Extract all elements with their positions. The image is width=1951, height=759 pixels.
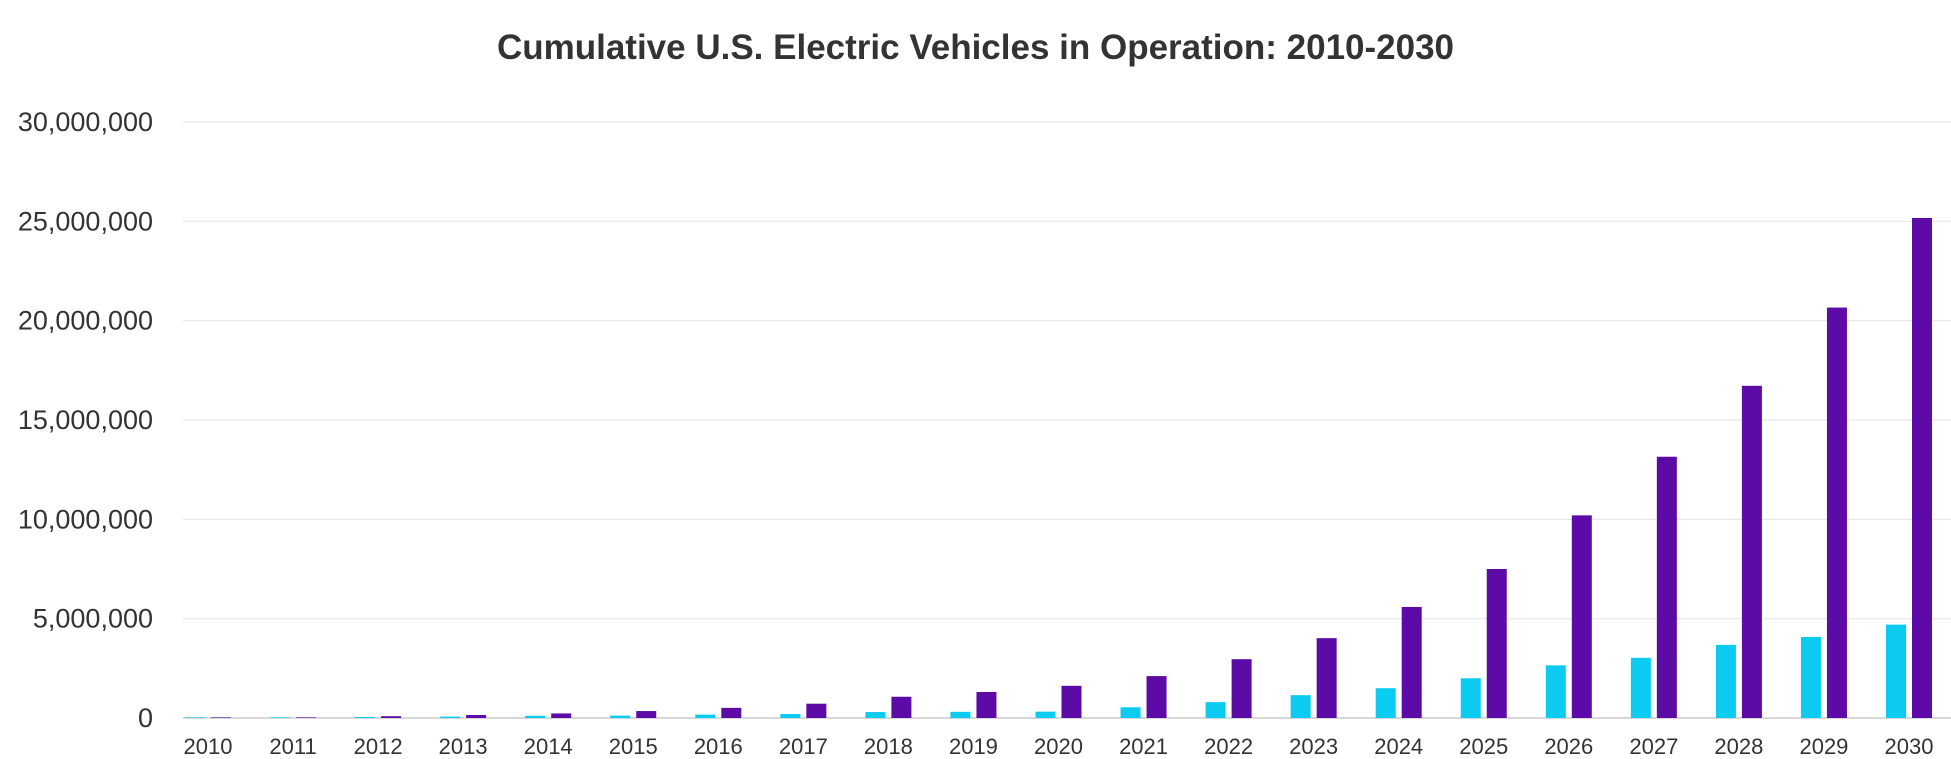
x-tick-label: 2018 [864,734,913,759]
y-tick-label: 25,000,000 [18,206,153,236]
bar-series-2-2028 [1741,385,1762,718]
x-tick-label: 2030 [1885,734,1934,759]
bar-series-1-2012 [355,717,376,718]
x-tick-label: 2015 [609,734,658,759]
bar-series-2-2013 [466,715,487,718]
chart-title: Cumulative U.S. Electric Vehicles in Ope… [496,28,1455,67]
bar-series-2-2014 [551,713,572,718]
bar-series-1-2013 [440,716,461,718]
x-axis-tick-labels: 2010 2011 2012 2013 2014 2015 2016 2017 2018 2019… [184,734,1934,759]
bar-series-2-2021 [1146,676,1167,718]
bar-series-1-2025 [1460,678,1481,718]
bar-series-1-2026 [1545,665,1566,718]
bar-series-2-2016 [721,707,742,718]
bar-series-2-2017 [806,703,827,718]
bar-series-1-2022 [1205,702,1226,718]
x-tick-label: 2013 [439,734,488,759]
bar-series-2-2027 [1656,456,1677,718]
bar-series-1-2016 [695,714,716,718]
bar-series-1-2019 [950,711,971,718]
bar-series-2-2019 [976,691,997,718]
gridlines [183,121,1951,719]
bar-series-1-2021 [1120,707,1141,718]
bar-series-1-2017 [780,714,801,718]
bar-series-2-2030 [1912,217,1932,718]
x-tick-label: 2026 [1544,734,1593,759]
bar-series-2-2011 [296,717,317,718]
bar-series-1-2010 [185,717,205,718]
bar-series-2-2025 [1486,569,1507,718]
x-tick-label: 2014 [524,734,573,759]
x-tick-label: 2022 [1204,734,1253,759]
bar-series-1-2020 [1035,711,1056,718]
bar-series-2-2018 [891,696,912,718]
bar-series-2-2020 [1061,685,1082,718]
bar-series-2-2029 [1826,307,1847,718]
x-tick-label: 2020 [1034,734,1083,759]
x-tick-label: 2010 [184,734,233,759]
x-tick-label: 2028 [1714,734,1763,759]
bar-series-1-2029 [1800,636,1821,718]
y-tick-label: 10,000,000 [18,504,153,534]
y-tick-label: 30,000,000 [18,107,153,137]
bar-series-2-2010 [211,717,231,718]
x-tick-label: 2019 [949,734,998,759]
x-tick-label: 2023 [1289,734,1338,759]
bar-series-1-2011 [270,717,291,718]
x-tick-label: 2027 [1629,734,1678,759]
x-tick-label: 2012 [354,734,403,759]
bar-series-1-2023 [1290,695,1311,718]
bar-series-2-2026 [1571,515,1592,718]
bar-series-1-2015 [610,715,631,718]
y-tick-label: 5,000,000 [33,604,153,634]
x-tick-label: 2021 [1119,734,1168,759]
bar-series-2-2024 [1401,606,1422,718]
bar-series-1-2024 [1375,688,1396,718]
bar-series-2-2012 [381,716,402,718]
y-tick-label: 15,000,000 [18,405,153,435]
bars [185,217,1932,718]
bar-series-1-2028 [1715,644,1736,718]
bar-series-2-2023 [1316,638,1337,718]
y-tick-label: 20,000,000 [18,306,153,336]
y-axis-tick-labels: 0 5,000,000 10,000,000 15,000,000 20,000,000… [18,107,153,733]
bar-series-2-2015 [636,711,657,718]
x-tick-label: 2017 [779,734,828,759]
x-tick-label: 2025 [1459,734,1508,759]
bar-series-1-2027 [1630,657,1651,718]
bar-series-1-2014 [525,715,546,718]
x-tick-label: 2016 [694,734,743,759]
bar-series-1-2030 [1886,624,1906,718]
x-tick-label: 2011 [269,734,316,759]
bar-series-2-2022 [1231,659,1252,718]
y-tick-label: 0 [138,703,153,733]
bar-series-1-2018 [865,712,886,718]
x-tick-label: 2029 [1799,734,1848,759]
x-tick-label: 2024 [1374,734,1423,759]
